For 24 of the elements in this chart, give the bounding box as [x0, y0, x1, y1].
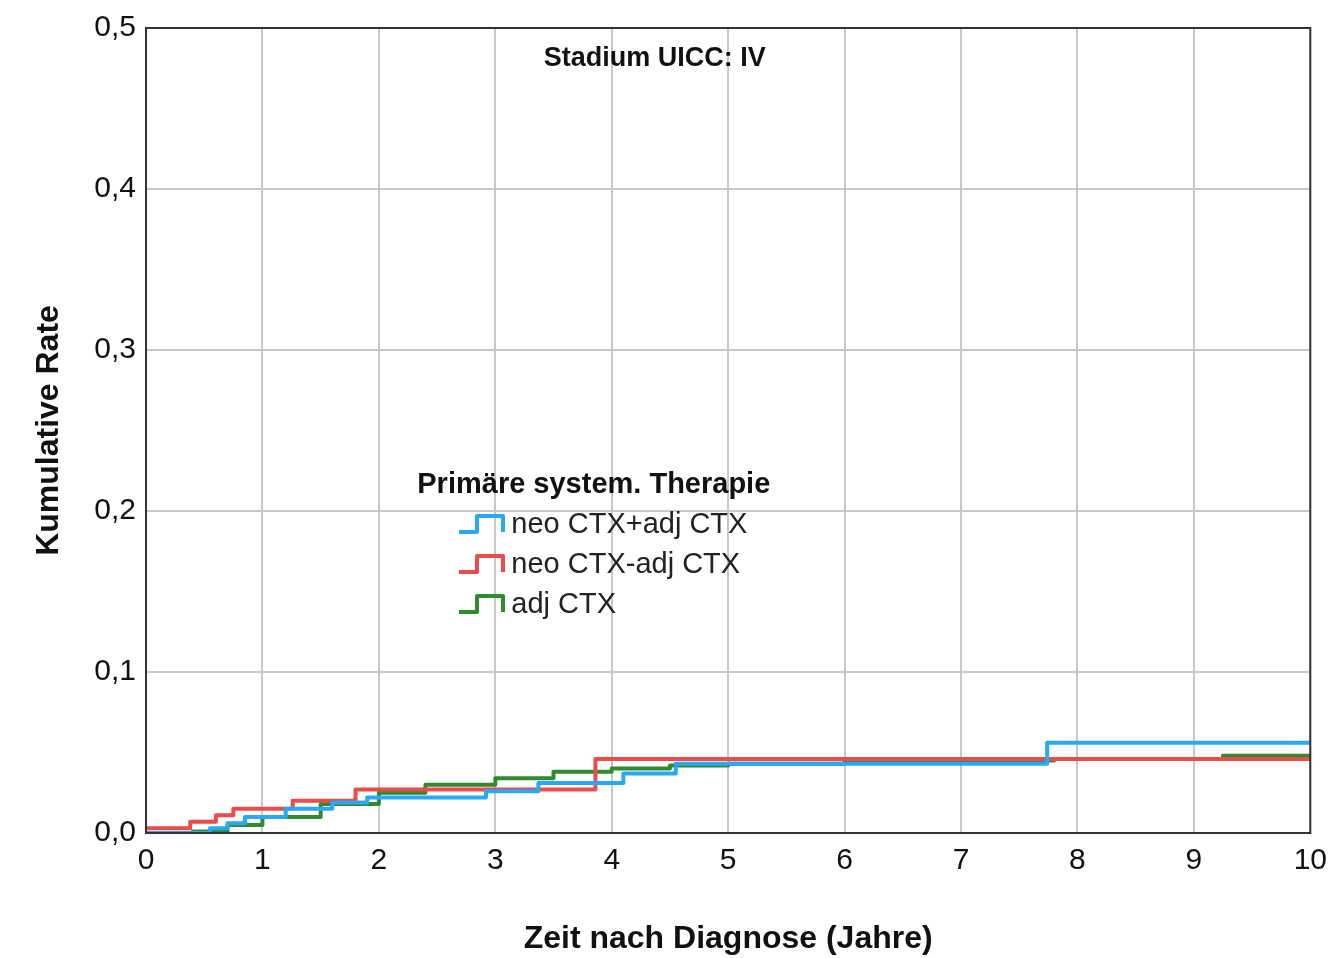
x-tick-label: 4 — [603, 842, 621, 876]
y-tick-label: 0,5 — [94, 9, 136, 43]
legend-label: neo CTX+adj CTX — [511, 507, 748, 541]
legend-label: neo CTX-adj CTX — [511, 547, 741, 581]
x-axis-title: Zeit nach Diagnose (Jahre) — [523, 918, 933, 955]
x-tick-label: 6 — [836, 842, 853, 876]
x-tick-label: 10 — [1293, 842, 1327, 876]
y-axis-title: Kumulative Rate — [29, 305, 66, 556]
y-tick-label: 0,3 — [94, 331, 136, 365]
x-tick-label: 3 — [486, 842, 504, 876]
y-tick-label: 0,0 — [94, 814, 136, 848]
text: Stadium UICC: IV — [543, 42, 766, 73]
x-tick-label: 7 — [952, 842, 970, 876]
y-tick-label: 0,4 — [94, 170, 136, 204]
x-tick-label: 5 — [719, 842, 737, 876]
x-tick-label: 1 — [254, 842, 271, 876]
legend-label: adj CTX — [511, 587, 617, 621]
x-tick-label: 0 — [137, 842, 155, 876]
y-tick-label: 0,2 — [94, 492, 136, 526]
y-tick-label: 0,1 — [94, 653, 136, 687]
x-tick-label: 9 — [1185, 842, 1203, 876]
x-tick-label: 2 — [370, 842, 388, 876]
legend-title: Primäre system. Therapie — [417, 466, 771, 500]
x-tick-label: 8 — [1069, 842, 1086, 876]
